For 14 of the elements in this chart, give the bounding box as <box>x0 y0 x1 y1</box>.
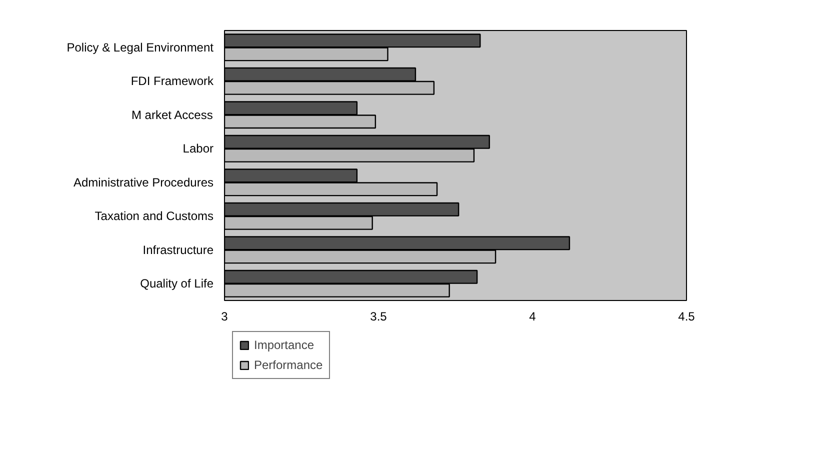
y-tick-label: Infrastructure <box>142 242 214 257</box>
y-tick-label: Administrative Procedures <box>73 175 214 190</box>
x-tick-label: 3 <box>221 310 228 324</box>
y-tick-label: Taxation and Customs <box>94 209 214 224</box>
y-tick-label: M arket Access <box>131 108 213 122</box>
y-tick-label: FDI Framework <box>130 74 214 88</box>
legend-label: Performance <box>254 358 323 372</box>
legend-label: Importance <box>254 338 314 352</box>
x-tick-label: 4 <box>529 310 536 324</box>
y-tick-label: Policy & Legal Environment <box>66 40 214 54</box>
x-tick-label: 4.5 <box>678 310 696 324</box>
y-tick-label: Labor <box>182 142 214 156</box>
y-tick-label: Quality of Life <box>140 276 214 291</box>
x-tick-label: 3.5 <box>370 310 388 324</box>
